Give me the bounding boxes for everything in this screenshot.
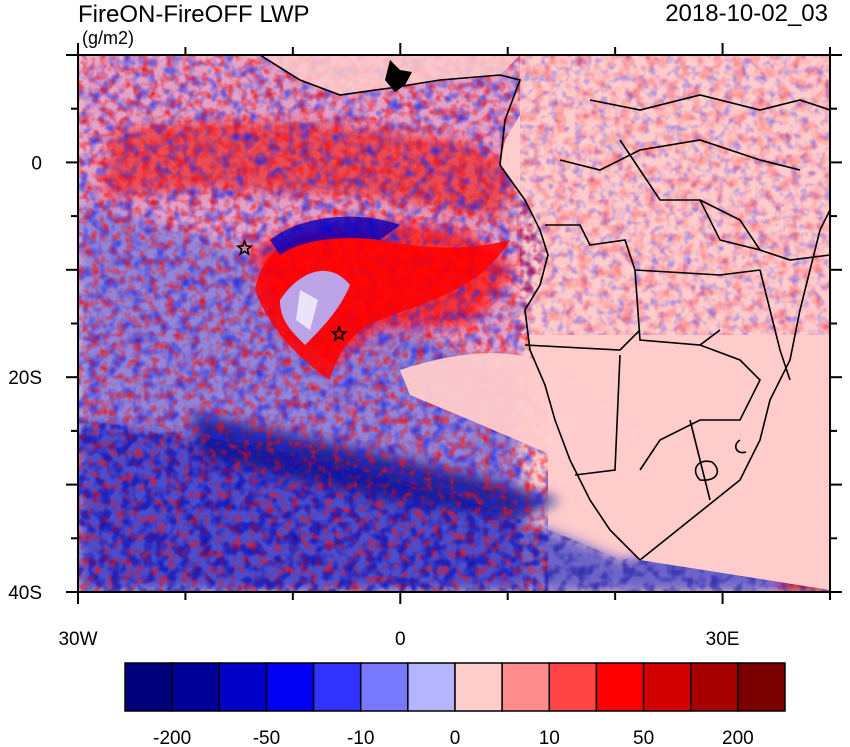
colorbar-swatch (124, 662, 173, 712)
colorbar-swatch (642, 662, 692, 712)
units-label: (g/m2) (82, 28, 135, 48)
lon-label: 30E (706, 629, 740, 650)
colorbar-swatch (171, 662, 221, 712)
colorbar-label: 10 (539, 728, 560, 747)
lat-label: 20S (8, 368, 42, 389)
colorbar-label: 50 (633, 728, 654, 747)
star-marker-icon (330, 324, 348, 342)
colorbar-label: 0 (450, 728, 461, 747)
lat-label: 0 (31, 153, 42, 174)
colorbar-swatch (218, 662, 268, 712)
colorbar-label: -50 (253, 728, 280, 747)
colorbar-swatch (359, 662, 409, 712)
axis-ticks (66, 43, 842, 604)
colorbar: -200 -50 -10 0 10 50 200 (124, 662, 786, 747)
colorbar-swatch (689, 662, 739, 712)
colorbar-label: -200 (153, 728, 191, 747)
lon-label: 0 (395, 629, 406, 650)
colorbar-label: -10 (347, 728, 374, 747)
lat-label: 40S (8, 583, 42, 604)
lon-label: 30W (58, 629, 97, 650)
axis-labels: 30W 0 30E 0 20S 40S (8, 153, 739, 650)
colorbar-label: 200 (722, 728, 754, 747)
timestamp-label: 2018-10-02_03 (665, 0, 828, 27)
colorbar-swatch (407, 662, 456, 712)
map-title: FireON-FireOFF LWP (78, 1, 310, 28)
colorbar-swatch (501, 662, 551, 712)
colorbar-swatch (548, 662, 598, 712)
colorbar-swatch (737, 662, 786, 712)
colorbar-swatch (454, 662, 503, 712)
site-markers (235, 239, 348, 342)
colorbar-swatch (595, 662, 645, 712)
lwp-difference-field (78, 55, 830, 592)
star-marker-icon (235, 239, 254, 256)
colorbar-swatch (265, 662, 315, 712)
colorbar-swatch (312, 662, 362, 712)
